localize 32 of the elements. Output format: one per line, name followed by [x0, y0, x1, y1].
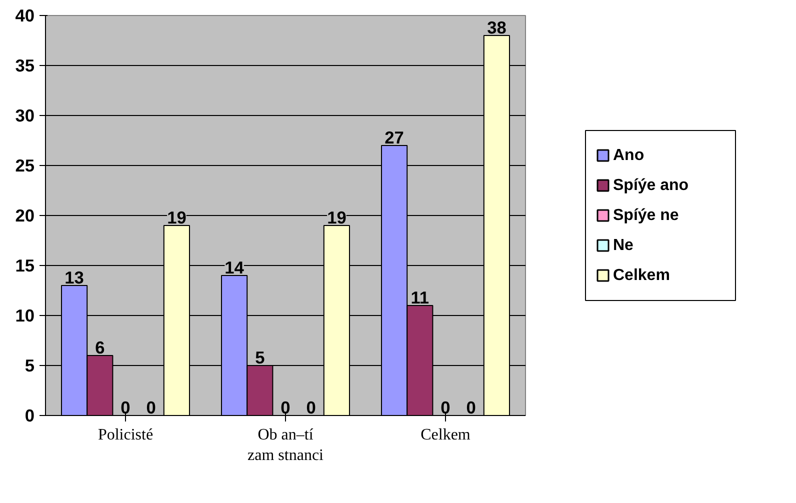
- y-tick-label: 0: [24, 406, 35, 426]
- legend-label: Spíýe ano: [613, 177, 689, 194]
- data-label: 0: [306, 398, 316, 418]
- data-label: 11: [410, 288, 430, 308]
- data-label: 0: [466, 398, 476, 418]
- y-tick-label: 25: [15, 156, 35, 176]
- data-label: 27: [384, 128, 404, 148]
- data-label: 19: [327, 208, 346, 228]
- data-label: 38: [487, 18, 507, 38]
- legend-label: Ne: [613, 237, 634, 254]
- y-tick-label: 15: [15, 256, 35, 276]
- data-label: 6: [95, 338, 106, 358]
- y-tick-label: 10: [15, 306, 35, 326]
- data-label: 0: [440, 398, 450, 418]
- x-tick-label: Policisté: [98, 426, 154, 444]
- y-tick-label: 40: [15, 6, 35, 26]
- data-label: 14: [224, 258, 244, 278]
- legend-label: Celkem: [613, 267, 670, 284]
- y-tick-label: 30: [15, 106, 35, 126]
- y-tick-label: 20: [15, 206, 35, 226]
- y-tick-label: 5: [24, 356, 35, 376]
- x-tick-label: Ob an–tí zam stnanci: [248, 426, 324, 464]
- data-label: 0: [146, 398, 156, 418]
- data-label: 13: [64, 268, 84, 288]
- data-label: 0: [120, 398, 130, 418]
- legend-label: Spíýe ne: [613, 207, 679, 224]
- data-label: 0: [280, 398, 290, 418]
- data-label: 19: [167, 208, 186, 228]
- x-tick-label: Celkem: [420, 426, 471, 444]
- data-label: 5: [255, 348, 266, 368]
- y-tick-label: 35: [15, 56, 35, 76]
- legend-label: Ano: [613, 147, 644, 164]
